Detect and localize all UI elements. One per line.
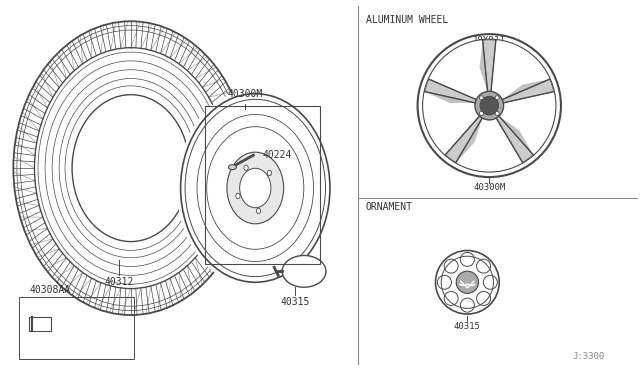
Polygon shape bbox=[456, 118, 483, 163]
Ellipse shape bbox=[244, 165, 248, 170]
Ellipse shape bbox=[236, 193, 240, 199]
Polygon shape bbox=[499, 116, 533, 155]
Circle shape bbox=[456, 271, 479, 294]
Text: 40224: 40224 bbox=[262, 150, 292, 160]
Text: ALUMINUM WHEEL: ALUMINUM WHEEL bbox=[366, 15, 448, 25]
Ellipse shape bbox=[13, 21, 248, 315]
Text: 40300M: 40300M bbox=[473, 183, 506, 192]
Ellipse shape bbox=[239, 168, 271, 208]
Ellipse shape bbox=[227, 152, 284, 224]
Text: 18X8JJ: 18X8JJ bbox=[473, 36, 506, 45]
Circle shape bbox=[479, 96, 483, 100]
Bar bbox=[205, 106, 320, 264]
Circle shape bbox=[480, 96, 499, 115]
Text: 40300M: 40300M bbox=[228, 89, 263, 99]
Ellipse shape bbox=[13, 21, 248, 315]
Text: ORNAMENT: ORNAMENT bbox=[366, 202, 413, 212]
Ellipse shape bbox=[268, 170, 271, 176]
Circle shape bbox=[475, 91, 504, 120]
Polygon shape bbox=[502, 79, 554, 103]
Text: J:3300: J:3300 bbox=[573, 352, 605, 361]
Circle shape bbox=[479, 112, 483, 115]
Circle shape bbox=[495, 112, 499, 115]
Text: 40315: 40315 bbox=[454, 322, 481, 331]
Polygon shape bbox=[496, 116, 533, 163]
Ellipse shape bbox=[177, 89, 333, 287]
Circle shape bbox=[423, 40, 556, 171]
Text: 40308AA: 40308AA bbox=[29, 285, 70, 295]
Ellipse shape bbox=[257, 208, 260, 214]
Text: 40315: 40315 bbox=[280, 297, 310, 307]
Polygon shape bbox=[425, 79, 476, 103]
Circle shape bbox=[495, 96, 499, 100]
Polygon shape bbox=[479, 40, 488, 92]
Bar bbox=[19, 297, 134, 359]
Circle shape bbox=[435, 250, 499, 314]
Polygon shape bbox=[445, 116, 483, 163]
Polygon shape bbox=[425, 92, 475, 103]
Polygon shape bbox=[29, 317, 51, 331]
Text: 40312: 40312 bbox=[104, 277, 134, 287]
Ellipse shape bbox=[282, 256, 326, 287]
Polygon shape bbox=[483, 40, 496, 92]
Polygon shape bbox=[502, 79, 550, 100]
Ellipse shape bbox=[73, 96, 188, 240]
Ellipse shape bbox=[228, 165, 236, 170]
